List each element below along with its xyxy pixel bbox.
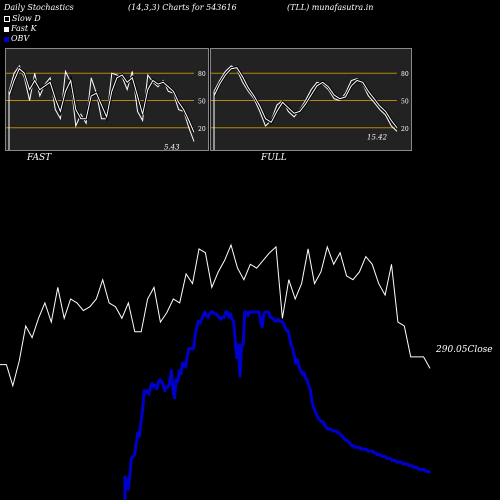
- fast-panel: 80 50 20 5.43: [5, 48, 209, 151]
- series-slow-d-line: [8, 67, 195, 133]
- series-fast-k-line: [8, 64, 195, 142]
- legend-fast-label: Fast K: [11, 24, 37, 33]
- legend-fast: Fast K: [4, 24, 37, 33]
- chart-params: (14,3,3) Charts for 543616: [128, 3, 237, 12]
- last-value-label: 15.42: [367, 133, 388, 141]
- close-value-label: 290.05Close: [435, 345, 493, 355]
- level-label-80: 80: [401, 71, 409, 78]
- level-label-20: 20: [198, 126, 206, 133]
- level-label-80: 80: [198, 71, 206, 78]
- close-price-line: [0, 243, 431, 388]
- fast-panel-svg: 80 50 20 5.43: [6, 64, 206, 151]
- legend-slow-label: Slow D: [12, 14, 41, 23]
- obv-line: [123, 310, 432, 500]
- legend-obv-label: OBV: [11, 34, 30, 43]
- slow-d-swatch-icon: [4, 16, 10, 22]
- last-value-label: 5.43: [164, 143, 180, 150]
- full-panel-svg: 80 50 20 15.42: [211, 65, 409, 150]
- full-panel-label: FULL: [261, 153, 287, 163]
- fast-k-swatch-icon: [4, 26, 9, 32]
- obv-swatch-icon: [4, 36, 9, 42]
- main-chart-svg: 290.05Close: [0, 243, 493, 500]
- fast-panel-label: FAST: [27, 153, 52, 163]
- legend-slow: Slow D: [4, 14, 41, 23]
- level-label-50: 50: [401, 99, 409, 106]
- chart-title: Daily Stochastics: [4, 3, 74, 12]
- level-label-50: 50: [198, 99, 206, 106]
- chart-symbol: (TLL) munafasutra.in: [287, 3, 374, 12]
- legend-obv: OBV: [4, 34, 29, 43]
- series-slow-d-line: [213, 67, 398, 129]
- level-label-20: 20: [401, 126, 409, 133]
- full-panel: 80 50 20 15.42: [210, 48, 412, 151]
- series-fast-k-line: [213, 65, 398, 132]
